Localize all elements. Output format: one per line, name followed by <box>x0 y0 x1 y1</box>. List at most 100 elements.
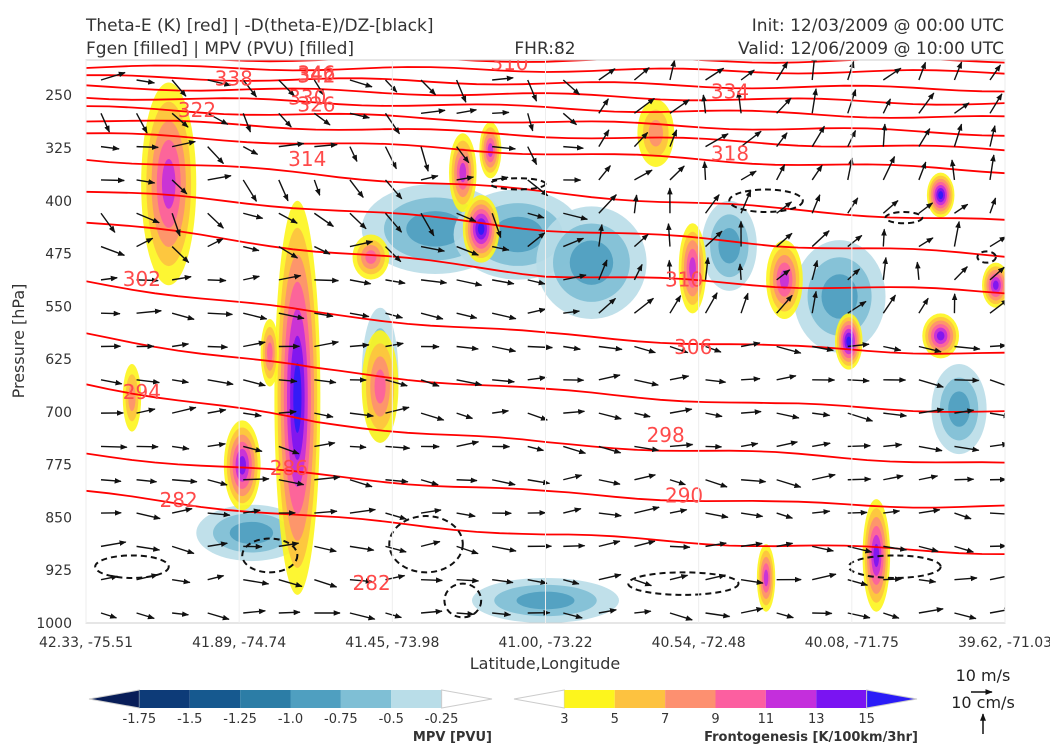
wind-vector <box>278 445 300 455</box>
wind-vector <box>918 128 931 147</box>
wind-vector <box>136 237 154 248</box>
wind-vector <box>918 607 944 614</box>
wind-vector <box>776 97 792 114</box>
y-tick-label: 475 <box>45 247 72 263</box>
wind-vector <box>527 279 546 286</box>
wind-vector <box>669 345 689 354</box>
wind-vector <box>563 237 585 248</box>
wind-vector <box>136 407 156 414</box>
wind-vector <box>456 212 477 223</box>
wind-vector <box>705 612 731 619</box>
wind-vector <box>278 579 303 588</box>
wind-vector <box>385 574 406 581</box>
wind-vector <box>883 474 904 481</box>
wind-vector <box>633 131 649 148</box>
frontogenesis-area <box>862 499 891 612</box>
wind-vector <box>136 212 160 224</box>
stability-contour <box>94 554 170 579</box>
y-tick-label: 700 <box>45 405 72 421</box>
colorbar-segment <box>240 690 291 708</box>
wind-vector <box>918 297 929 314</box>
colorbar-tick-label: -1.0 <box>278 712 303 727</box>
wind-vector <box>420 412 445 421</box>
wind-vector <box>598 608 617 614</box>
wind-vector <box>918 407 945 414</box>
wind-vector <box>741 376 761 382</box>
wind-vector <box>207 238 224 248</box>
wind-vector <box>740 341 761 348</box>
wind-vector <box>812 345 834 353</box>
wind-vector <box>349 612 376 621</box>
wind-vector <box>314 508 338 515</box>
contour-label: 302 <box>123 267 161 291</box>
wind-vector <box>847 579 869 587</box>
frontogenesis-area <box>479 121 502 179</box>
wind-vector <box>669 479 686 486</box>
wind-vector <box>456 412 474 420</box>
wind-vector <box>740 578 764 585</box>
wind-vector <box>243 476 270 482</box>
colorbar-tick-label: -1.5 <box>177 712 202 727</box>
wind-vector <box>242 179 258 202</box>
wind-vector <box>385 612 403 619</box>
wind-vector <box>171 246 190 264</box>
colorbar-segment <box>816 690 867 708</box>
wind-vector <box>456 175 475 181</box>
wind-vector <box>954 345 981 352</box>
wind-vector <box>847 234 863 248</box>
wind-vector <box>456 146 470 164</box>
colorbar-segment <box>665 690 716 708</box>
wind-vectors <box>100 60 1005 621</box>
wind-vector <box>918 161 927 181</box>
wind-vector <box>989 93 1003 114</box>
wind-vector <box>314 545 337 553</box>
colorbar-tick-label: -1.25 <box>223 712 257 727</box>
wind-vector <box>882 155 896 181</box>
wind-vector <box>278 141 305 148</box>
x-tick-label: 41.89, -74.74 <box>192 635 286 651</box>
wind-vector <box>136 545 161 552</box>
wind-vector <box>666 223 672 247</box>
wind-vector <box>207 479 228 487</box>
wind-vector <box>100 177 125 184</box>
wind-vector <box>882 67 902 81</box>
fill-level <box>487 143 494 157</box>
wind-vector <box>633 263 643 281</box>
wind-vector <box>847 197 859 214</box>
wind-vector <box>633 67 650 81</box>
wind-vector <box>634 540 656 548</box>
wind-vector <box>491 213 502 239</box>
wind-vector <box>563 345 581 352</box>
wind-vector <box>456 545 479 555</box>
wind-vector <box>456 577 480 584</box>
wind-vector <box>563 409 586 415</box>
wind-vector <box>207 112 229 126</box>
colorbar-segment <box>866 689 918 709</box>
wind-vector <box>705 512 729 519</box>
wind-vector <box>100 71 126 81</box>
wind-vector <box>812 572 837 581</box>
wind-vector <box>702 160 708 180</box>
wind-vector <box>492 109 510 116</box>
wind-vector <box>100 478 122 484</box>
wind-vector <box>527 232 546 248</box>
wind-vector <box>740 69 755 81</box>
fill-level <box>763 569 769 587</box>
wind-vector <box>278 479 305 487</box>
forecast-hour: FHR:82 <box>514 39 575 59</box>
wind-vector <box>136 308 162 315</box>
wind-vector <box>242 79 257 98</box>
colorbar-segment <box>189 690 241 708</box>
wind-vector <box>313 112 331 126</box>
wind-vector <box>278 541 300 548</box>
wind-vector <box>314 474 341 481</box>
wind-vector <box>918 578 937 584</box>
wind-vector <box>705 345 722 353</box>
wind-vector <box>705 573 727 581</box>
wind-vector <box>563 473 583 481</box>
wind-vector <box>882 200 899 214</box>
wind-vector <box>242 146 259 156</box>
wind-vector <box>634 609 652 615</box>
wind-vector <box>989 573 1005 581</box>
